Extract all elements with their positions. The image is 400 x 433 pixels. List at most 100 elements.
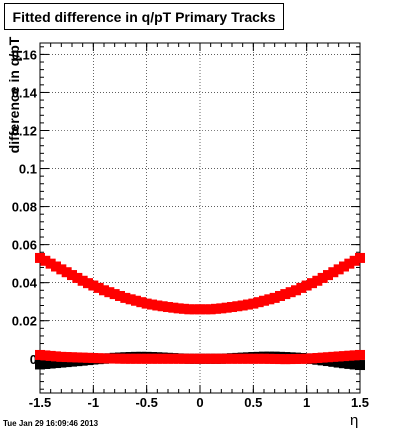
data-point [339, 261, 349, 272]
data-point [237, 300, 248, 311]
data-point [51, 261, 61, 272]
data-point [253, 353, 264, 364]
x-tick-label: 1.5 [351, 395, 369, 410]
data-point [355, 252, 365, 263]
data-point [307, 353, 317, 364]
data-point [56, 264, 67, 275]
data-point [173, 353, 184, 364]
data-point [195, 304, 205, 315]
data-point [211, 353, 221, 364]
data-point [205, 304, 216, 315]
data-point [157, 353, 168, 364]
data-point [243, 353, 253, 364]
data-point [275, 354, 285, 365]
y-tick-label: 0.04 [12, 276, 38, 291]
data-point [61, 357, 72, 368]
data-point [259, 353, 269, 364]
y-tick-label: 0.08 [12, 200, 37, 215]
data-point [67, 352, 77, 363]
x-tick-label: -0.5 [135, 395, 157, 410]
data-point [285, 287, 296, 298]
data-point [349, 350, 360, 361]
data-point [168, 353, 179, 364]
y-axis-label: difference in q/pT [6, 36, 22, 154]
data-point [211, 303, 221, 314]
data-point [51, 351, 61, 362]
data-point [253, 297, 264, 308]
data-point [77, 275, 88, 286]
data-point [312, 353, 323, 363]
data-point [301, 280, 312, 291]
data-point [40, 255, 51, 266]
data-point [291, 285, 301, 296]
data-point [131, 353, 141, 364]
x-tick-labels: -1.5 -1 -0.5 0 0.5 1 1.5 [29, 395, 369, 410]
x-axis-label: η [350, 412, 359, 429]
data-point [221, 353, 232, 364]
data-point [109, 353, 120, 364]
data-point [72, 272, 83, 283]
y-tick-label: 0.12 [12, 124, 37, 139]
data-point [109, 289, 120, 300]
grid [39, 43, 361, 393]
data-point [349, 255, 360, 266]
data-point [136, 297, 147, 308]
data-point [93, 282, 104, 293]
y-tick-label: 0.02 [12, 314, 37, 329]
data-point [184, 353, 195, 364]
data-point [120, 292, 131, 303]
data-point [264, 353, 275, 364]
data-point [227, 302, 237, 313]
y-tick-label: 0.1 [19, 162, 37, 177]
data-point [152, 300, 163, 311]
data-point [45, 350, 56, 361]
y-tick-label: 0 [30, 352, 37, 367]
data-point [83, 278, 93, 289]
data-point [141, 353, 152, 364]
data-point [72, 352, 83, 363]
data-point [216, 303, 227, 314]
data-point [264, 294, 275, 305]
data-point [349, 359, 360, 370]
data-point [285, 354, 296, 365]
data-point [45, 258, 56, 269]
y-tick-labels: 0 0.02 0.04 0.06 0.08 0.1 0.12 0.14 0.16 [12, 47, 38, 366]
data-point [232, 301, 243, 312]
data-point [104, 287, 115, 298]
data-point [45, 358, 56, 369]
y-tick-label: 0.06 [12, 238, 37, 253]
data-point [173, 303, 184, 314]
data-point [179, 353, 189, 364]
data-point [296, 353, 307, 364]
data-point [317, 272, 328, 283]
data-point [237, 353, 248, 364]
data-marks [35, 252, 365, 371]
data-point [51, 358, 61, 369]
data-point [83, 352, 93, 363]
data-point [243, 299, 253, 310]
data-point [344, 358, 355, 369]
data-point [157, 301, 168, 312]
data-point [40, 350, 51, 361]
data-point [115, 353, 125, 364]
data-point [301, 353, 312, 364]
data-point [189, 304, 200, 315]
data-point [88, 280, 99, 291]
data-point [275, 290, 285, 301]
data-point [328, 267, 339, 278]
data-point [355, 349, 365, 360]
chart-title: Fitted difference in q/pT Primary Tracks [4, 3, 284, 30]
data-point [296, 282, 307, 293]
data-point [131, 295, 141, 306]
data-point [312, 275, 323, 286]
data-point [339, 351, 349, 362]
data-point [307, 278, 317, 289]
data-point [344, 350, 355, 361]
data-point [67, 270, 77, 281]
data-point [35, 359, 45, 370]
data-point [163, 302, 173, 313]
data-point [77, 352, 88, 363]
data-point [221, 302, 232, 313]
data-point [147, 299, 157, 310]
